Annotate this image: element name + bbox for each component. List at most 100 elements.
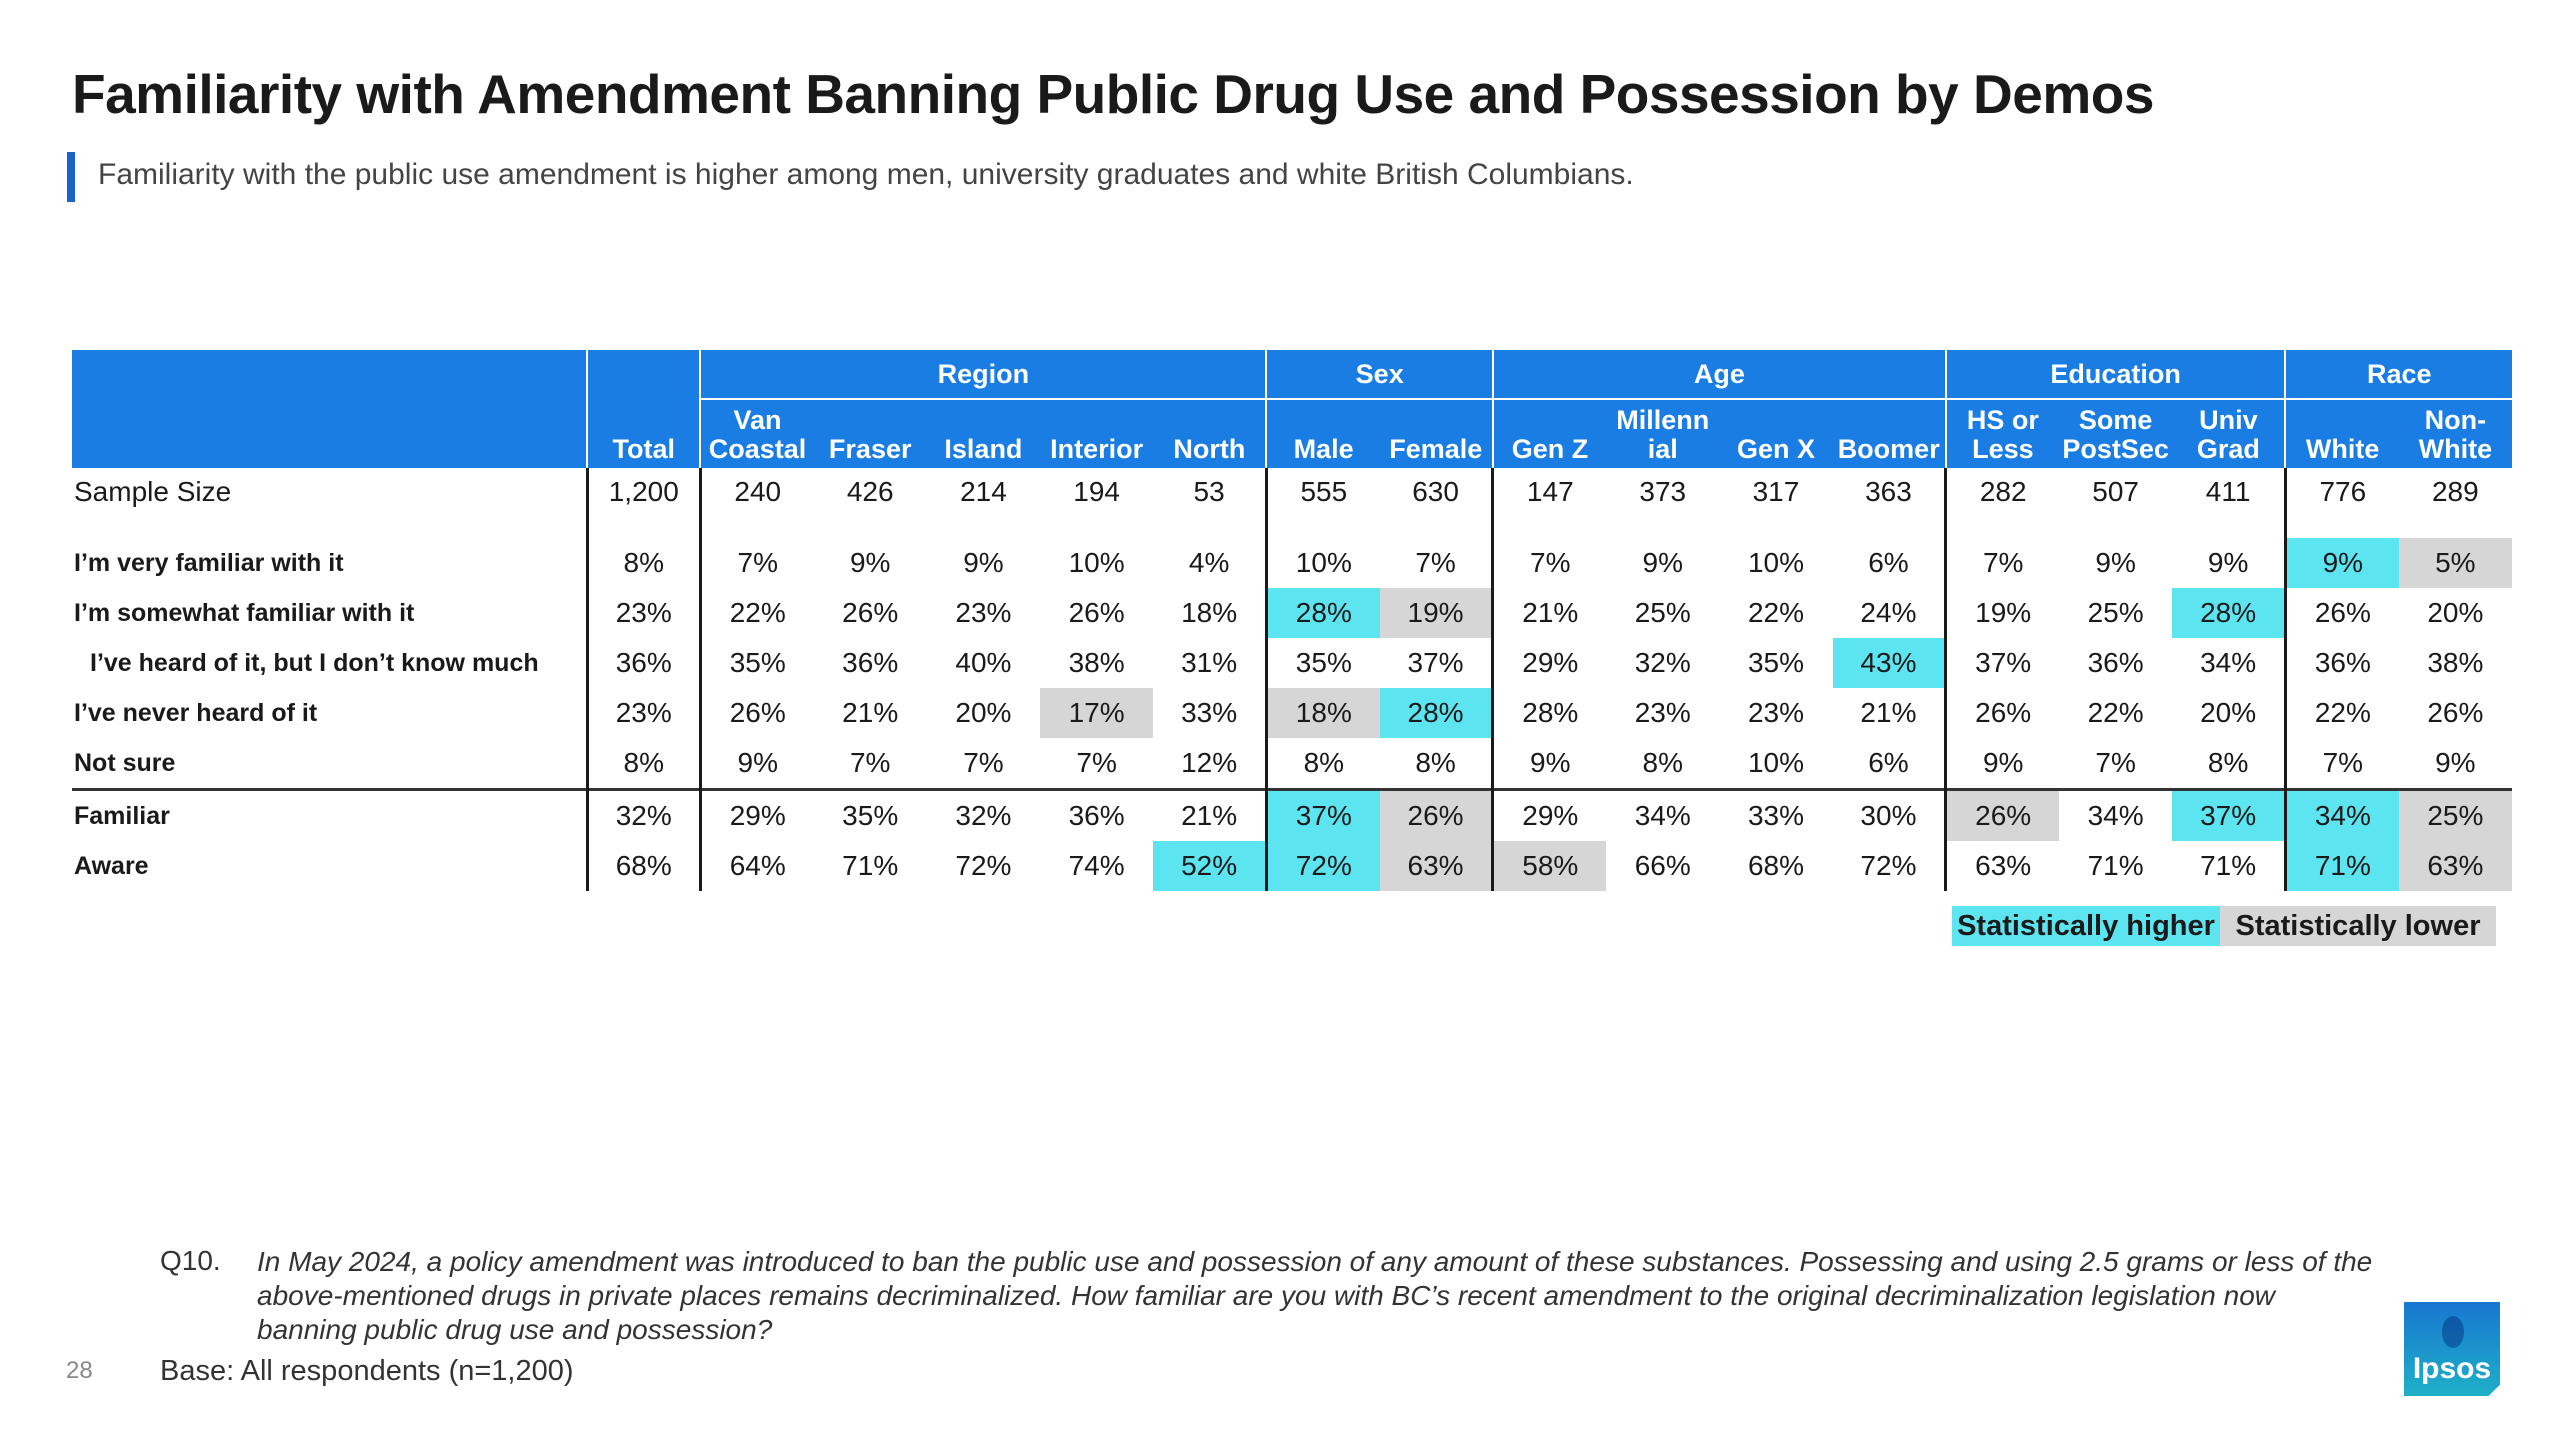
column-header: Total [586, 399, 701, 468]
table-cell: 214 [960, 476, 1007, 507]
table-cell: 7% [849, 747, 891, 778]
table-cell-lower: 25% [2398, 788, 2512, 841]
header-blank [72, 350, 588, 399]
column-header: Island [926, 399, 1041, 468]
table-cell-higher: 34% [2283, 788, 2399, 841]
table-cell-lower: 63% [2398, 841, 2512, 891]
table-cell: 7% [1491, 538, 1607, 588]
legend-statistically-higher: Statistically higher [1952, 906, 2220, 946]
spacer-cell [2283, 516, 2399, 538]
table-cell: 8% [2207, 747, 2249, 778]
table-cell: 64% [698, 841, 814, 891]
table-cell: 36% [2087, 647, 2144, 678]
table-cell: 9% [2095, 547, 2136, 578]
table-cell: 21% [1153, 788, 1267, 841]
logo-mark-icon [2442, 1316, 2464, 1348]
row-label: Familiar [72, 788, 588, 841]
table-cell: 9% [698, 738, 814, 790]
page-title: Familiarity with Amendment Banning Publi… [72, 63, 2154, 125]
table-cell: 72% [1860, 850, 1917, 881]
table-cell: 8% [1415, 747, 1456, 778]
table-cell: 426 [846, 476, 894, 507]
table-cell: 363 [1865, 476, 1912, 507]
column-header: Boomer [1832, 399, 1946, 468]
table-cell: 7% [2095, 747, 2136, 778]
table-row: I’m somewhat familiar with it 23% 22% 26… [72, 588, 2512, 638]
table-cell: 68% [585, 841, 701, 891]
table-cell: 35% [1747, 647, 1804, 678]
table-cell: 25% [2087, 597, 2144, 628]
table-cell: 26% [1944, 688, 2060, 738]
table-cell: 36% [2283, 638, 2399, 688]
column-header: Gen Z [1491, 399, 1607, 468]
table-cell: 10% [1747, 747, 1804, 778]
page-number: 28 [66, 1357, 93, 1384]
table-cell: 28% [1491, 688, 1607, 738]
table-cell: 71% [2087, 850, 2144, 881]
column-header-row: Total Van Coastal Fraser Island Interior… [72, 399, 2512, 468]
group-header-age: Age [1491, 350, 1946, 400]
table-cell: 7% [1415, 547, 1456, 578]
table-cell: 8% [585, 738, 701, 790]
header-total-spacer [586, 350, 701, 399]
column-header: Female [1379, 399, 1493, 468]
subtitle-accent-bar [67, 152, 75, 202]
table-cell: 9% [1642, 547, 1683, 578]
table-cell: 26% [2427, 697, 2484, 728]
column-header: North [1153, 399, 1267, 468]
table-cell: 33% [1719, 788, 1833, 841]
row-label: I’m very familiar with it [74, 548, 344, 577]
table-cell: 289 [2431, 476, 2479, 507]
table-cell: 7% [698, 538, 814, 588]
spacer-cell [585, 516, 701, 538]
table-cell: 21% [1491, 588, 1607, 638]
column-header: Van Coastal [699, 399, 814, 468]
table-cell: 20% [2427, 597, 2484, 628]
table-cell-higher: 72% [1264, 841, 1380, 891]
page-subtitle: Familiarity with the public use amendmen… [98, 158, 1634, 191]
table-cell: 9% [2207, 547, 2249, 578]
spacer-cell [1380, 516, 1493, 538]
table-cell: 23% [955, 597, 1012, 628]
table-cell: 9% [849, 547, 891, 578]
spacer-cell [2059, 516, 2172, 538]
table-cell: 6% [1868, 747, 1909, 778]
table-cell-lower: 58% [1491, 841, 1607, 891]
table-cell-higher: 37% [1264, 788, 1380, 841]
table-cell: 9% [963, 547, 1004, 578]
table-cell: 22% [2087, 697, 2144, 728]
column-header: HS or Less [1944, 399, 2060, 468]
table-cell-higher: 28% [2172, 588, 2286, 638]
table-cell: 63% [1944, 841, 2060, 891]
table-cell: 74% [1068, 850, 1125, 881]
table-cell: 29% [698, 788, 814, 841]
table-cell: 21% [1860, 697, 1917, 728]
table-cell: 12% [1181, 747, 1238, 778]
table-cell: 23% [1747, 697, 1804, 728]
table-cell: 26% [1068, 597, 1125, 628]
spacer-cell [2172, 516, 2285, 538]
column-header: Gen X [1719, 399, 1833, 468]
table-cell: 7% [1076, 747, 1117, 778]
table-cell-lower: 19% [1379, 588, 1493, 638]
spacer-cell [1040, 516, 1153, 538]
table-cell: 240 [698, 468, 814, 516]
table-cell: 36% [842, 647, 899, 678]
table-cell: 26% [842, 597, 899, 628]
table-cell: 34% [2059, 788, 2173, 841]
table-cell: 26% [2283, 588, 2399, 638]
table-cell-lower: 5% [2398, 538, 2512, 588]
table-cell: 71% [2200, 850, 2257, 881]
column-header: Interior [1040, 399, 1154, 468]
question-number: Q10. [160, 1245, 221, 1276]
row-label: Not sure [74, 748, 176, 777]
table-row: Not sure 8% 9% 7% 7% 7% 12% 8% 8% 9% 8% … [72, 738, 2512, 790]
table-cell: 35% [1264, 638, 1380, 688]
spacer-cell [1944, 516, 2060, 538]
table-cell: 32% [585, 788, 701, 841]
table-cell: 411 [2205, 476, 2251, 507]
table-cell-lower: 26% [1379, 788, 1493, 841]
table-cell: 9% [1491, 738, 1607, 790]
column-header: Fraser [813, 399, 927, 468]
table-cell: 68% [1747, 850, 1804, 881]
